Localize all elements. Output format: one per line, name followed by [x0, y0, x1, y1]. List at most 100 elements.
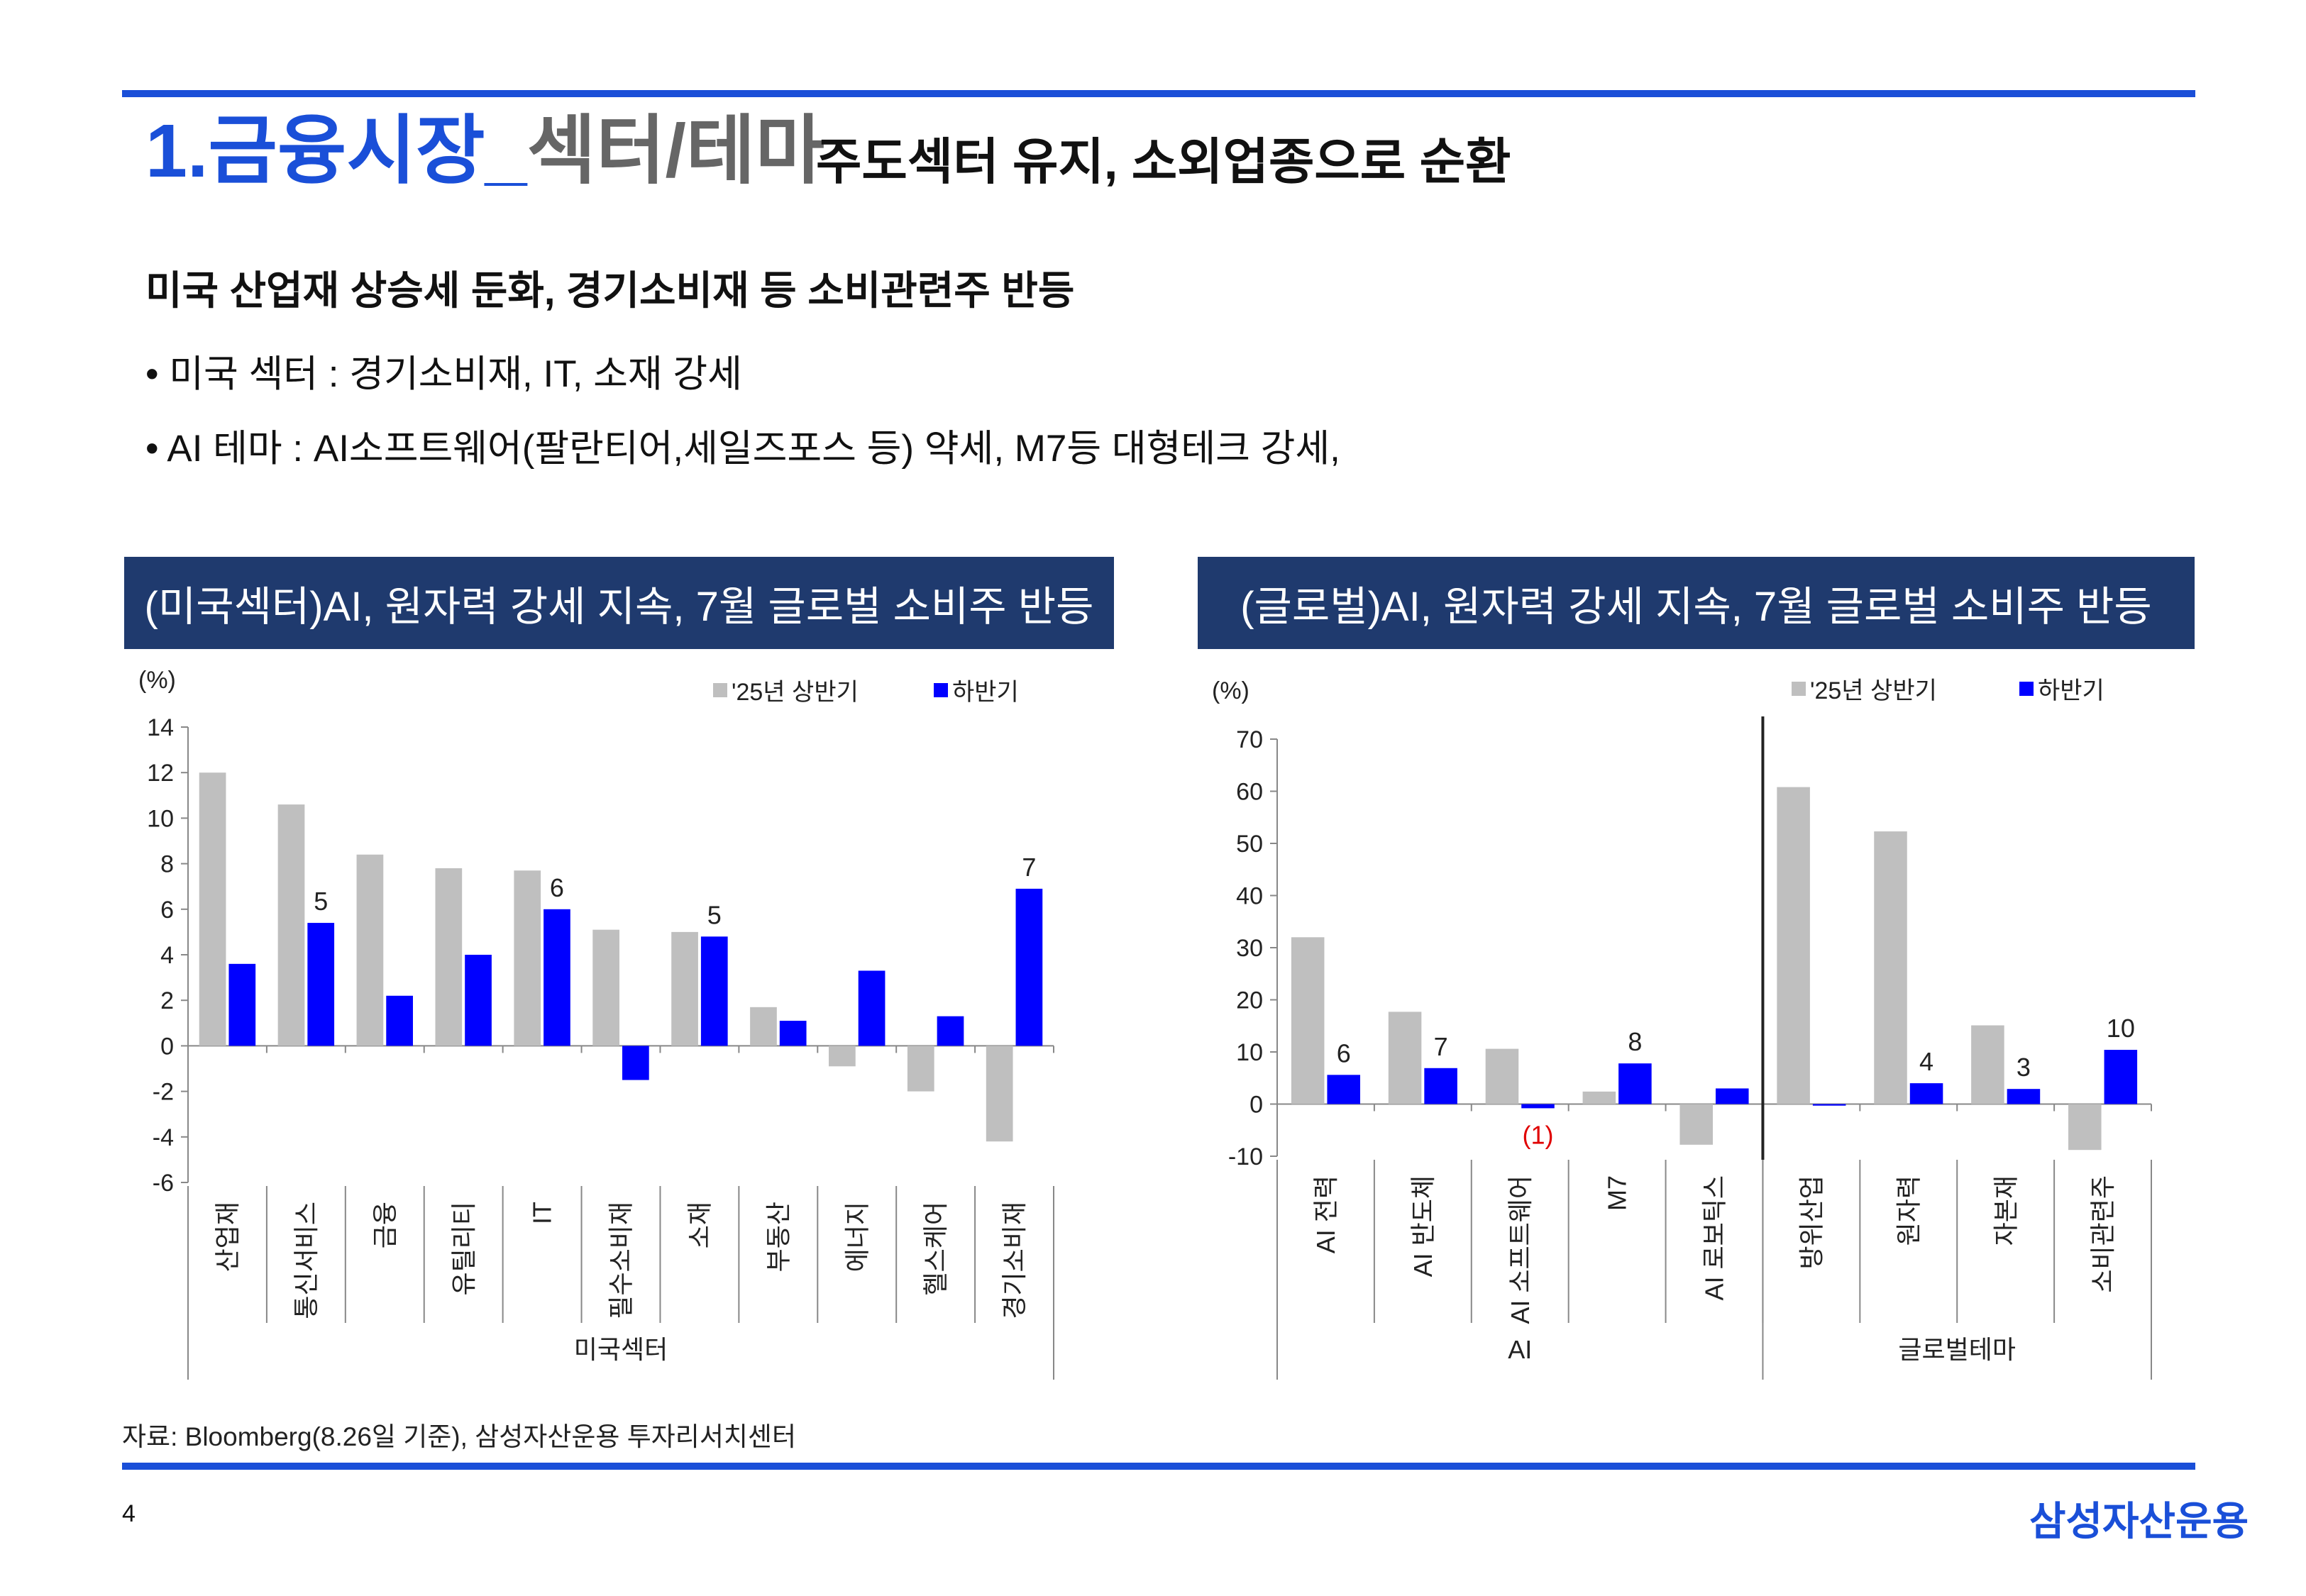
category-label: 부동산: [763, 1202, 793, 1272]
global-theme-chart: (%) '25년 상반기 하반기 70 60 50 40 30 20 10 0 -10 6 7 (1) 8 4 3…: [1212, 677, 2152, 1380]
y-tick-label: 10: [147, 805, 174, 832]
bar-first-half: [1388, 1012, 1422, 1104]
y-tick-label: 30: [1236, 935, 1263, 962]
bar-second-half: [858, 970, 886, 1046]
category-label: 경기소비재: [1000, 1202, 1029, 1319]
bar-first-half: [514, 870, 541, 1046]
category-label: 금융: [370, 1202, 399, 1248]
category-label: 유틸리티: [449, 1202, 478, 1295]
bar-second-half: [2007, 1089, 2041, 1104]
bottom-rule: [122, 1463, 2195, 1470]
group-label-us-sector: 미국섹터: [574, 1335, 668, 1364]
category-label: 자본재: [1991, 1175, 2020, 1246]
bar-second-half: [1424, 1068, 1457, 1104]
page-title: 1.금융시장_섹터/테마: [145, 113, 824, 189]
bar-second-half: [386, 995, 413, 1046]
brand-logo: 삼성자산운용: [2029, 1499, 2249, 1544]
legend-swatch-second-half: [934, 683, 948, 697]
left-chart-title: (미국섹터)AI, 원자력 강세 지속, 7월 글로벌 소비주 반등: [124, 557, 1114, 649]
title-section: 섹터/테마: [526, 109, 824, 193]
category-label: 산업재: [213, 1202, 242, 1272]
y-tick-label: -4: [153, 1124, 174, 1151]
page-subtitle: 주도섹터 유지, 소외업종으로 순환: [816, 134, 1511, 189]
y-tick-label: -10: [1228, 1143, 1263, 1170]
bar-first-half: [907, 1046, 934, 1092]
data-label: 4: [1919, 1047, 1933, 1076]
data-label: 5: [314, 887, 328, 916]
category-label: 필수소비재: [607, 1202, 636, 1319]
group-label: AI: [1508, 1335, 1532, 1364]
title-prefix: 1.금융시장_: [145, 109, 527, 193]
unit-label: (%): [1212, 677, 1249, 704]
y-tick-label: 12: [147, 760, 174, 787]
y-tick-label: 50: [1236, 831, 1263, 858]
category-label: 에너지: [842, 1202, 871, 1272]
y-tick-label: 6: [160, 897, 174, 924]
y-tick-label: 70: [1236, 726, 1263, 753]
y-tick-label: 14: [147, 714, 174, 741]
y-tick-label: 8: [160, 851, 174, 878]
us-sector-chart: (%) '25년 상반기 하반기 14 12 10 8 6 4 2 0 -2 -4 -6 5 6 5 7 산업재 통신…: [138, 667, 1054, 1380]
bar-second-half: [544, 909, 570, 1046]
bar-first-half: [2068, 1104, 2102, 1151]
category-label: 원자력: [1894, 1175, 1923, 1246]
data-label: 7: [1022, 853, 1036, 882]
bar-second-half: [1909, 1083, 1943, 1104]
bar-second-half: [1716, 1088, 1749, 1104]
page-number: 4: [122, 1500, 136, 1527]
bar-second-half: [307, 923, 335, 1046]
category-label: 소재: [685, 1202, 715, 1248]
category-label: IT: [528, 1202, 557, 1224]
bar-second-half: [2104, 1050, 2138, 1104]
y-tick-label: 10: [1236, 1039, 1263, 1066]
category-label: 방위산업: [1797, 1175, 1826, 1269]
bar-second-half: [622, 1046, 649, 1080]
bar-second-half: [1618, 1063, 1652, 1104]
y-tick-label: 0: [160, 1033, 174, 1060]
bar-first-half: [1485, 1048, 1519, 1104]
y-tick-label: 20: [1236, 987, 1263, 1014]
right-chart-title: (글로벌)AI, 원자력 강세 지속, 7월 글로벌 소비주 반등: [1198, 557, 2195, 649]
y-tick-label: 60: [1236, 779, 1263, 806]
legend-label-second-half: 하반기: [952, 679, 1019, 706]
category-label: AI 로보틱스: [1700, 1175, 1729, 1301]
y-tick-label: 2: [160, 987, 174, 1014]
legend-swatch-first-half: [713, 683, 727, 697]
data-label: 6: [550, 873, 564, 902]
category-label: 소비관련주: [2088, 1175, 2117, 1293]
bar-first-half: [671, 931, 698, 1046]
category-label: AI 반도체: [1408, 1175, 1438, 1277]
legend-label-first-half: '25년 상반기: [1810, 677, 1937, 704]
bar-second-half: [1015, 888, 1043, 1046]
data-label: 5: [707, 900, 722, 929]
legend-label-first-half: '25년 상반기: [732, 679, 859, 706]
top-rule: [122, 90, 2195, 97]
bar-first-half: [1874, 831, 1907, 1104]
legend-swatch-first-half: [1792, 682, 1806, 696]
section-heading: 미국 산업재 상승세 둔화, 경기소비재 등 소비관련주 반등: [145, 268, 1075, 313]
legend-label-second-half: 하반기: [2038, 677, 2104, 704]
bar-first-half: [1679, 1104, 1713, 1145]
bullet-2: • AI 테마 : AI소프트웨어(팔란티어,세일즈포스 등) 약세, M7등 …: [145, 428, 1340, 470]
category-label: AI 전력: [1311, 1175, 1340, 1253]
bar-second-half: [700, 936, 728, 1046]
category-label: 통신서비스: [292, 1202, 321, 1319]
bar-first-half: [750, 1007, 777, 1046]
bar-first-half: [1291, 937, 1325, 1104]
legend-swatch-second-half: [2019, 682, 2034, 696]
bar-first-half: [829, 1046, 856, 1067]
bar-second-half: [1521, 1104, 1555, 1109]
bar-first-half: [1582, 1091, 1616, 1104]
bar-second-half: [465, 955, 492, 1046]
y-tick-label: 4: [160, 942, 174, 969]
bar-second-half: [1812, 1104, 1846, 1106]
bar-first-half: [986, 1046, 1013, 1142]
bar-first-half: [1777, 787, 1810, 1104]
category-label: M7: [1603, 1175, 1632, 1211]
bar-second-half: [228, 963, 256, 1046]
y-tick-label: 0: [1249, 1092, 1263, 1119]
data-label: 10: [2107, 1014, 2135, 1043]
source-note: 자료: Bloomberg(8.26일 기준), 삼성자산운용 투자리서치센터: [122, 1422, 796, 1451]
category-label: AI 소프트웨어: [1506, 1175, 1535, 1324]
bar-second-half: [937, 1016, 964, 1046]
